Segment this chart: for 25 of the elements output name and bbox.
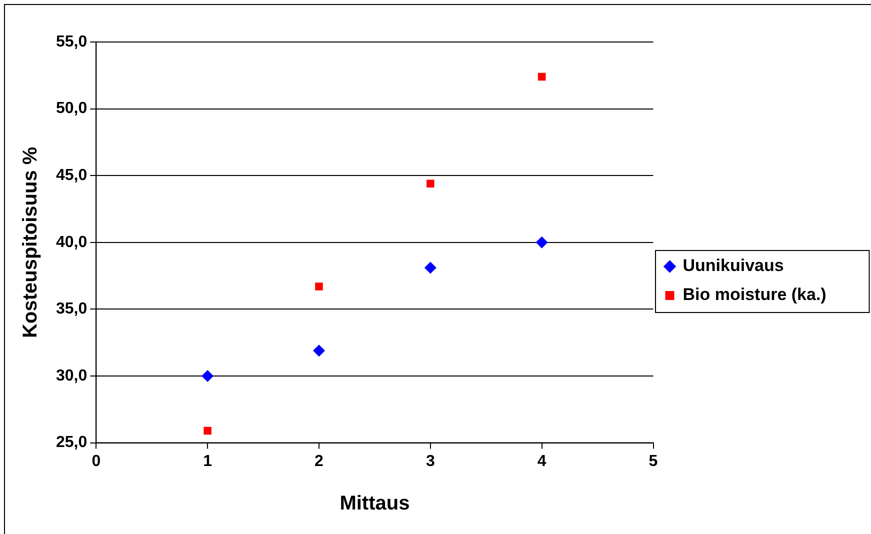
- x-tick-label: 0: [92, 452, 101, 470]
- legend-label: Uunikuivaus: [682, 256, 822, 276]
- point: [315, 282, 323, 290]
- x-tick-label: 5: [648, 452, 658, 470]
- y-tick-label: 25,0: [56, 434, 88, 452]
- legend-label: Bio moisture (ka.): [682, 285, 864, 304]
- x-tick-label: 1: [203, 452, 212, 470]
- y-tick-label: 40,0: [56, 234, 88, 251]
- point: [312, 344, 325, 357]
- x-tick-label: 4: [537, 452, 546, 470]
- point: [538, 72, 546, 81]
- y-tick-label: 45,0: [56, 167, 88, 184]
- point: [202, 370, 214, 382]
- y-tick-label: 30,0: [56, 367, 88, 384]
- y-tick-label: 50,0: [56, 100, 88, 118]
- point: [536, 236, 548, 248]
- point: [204, 426, 212, 435]
- x-axis-title: Mittaus: [340, 492, 410, 515]
- y-tick-label: 35,0: [56, 300, 88, 318]
- x-tick-label: 3: [426, 452, 435, 470]
- point: [424, 262, 436, 274]
- x-tick-label: 2: [314, 452, 324, 470]
- y-axis-title: Kosteuspitoisuus %: [20, 146, 42, 338]
- point: [426, 180, 434, 188]
- y-tick-label: 55,0: [56, 33, 88, 50]
